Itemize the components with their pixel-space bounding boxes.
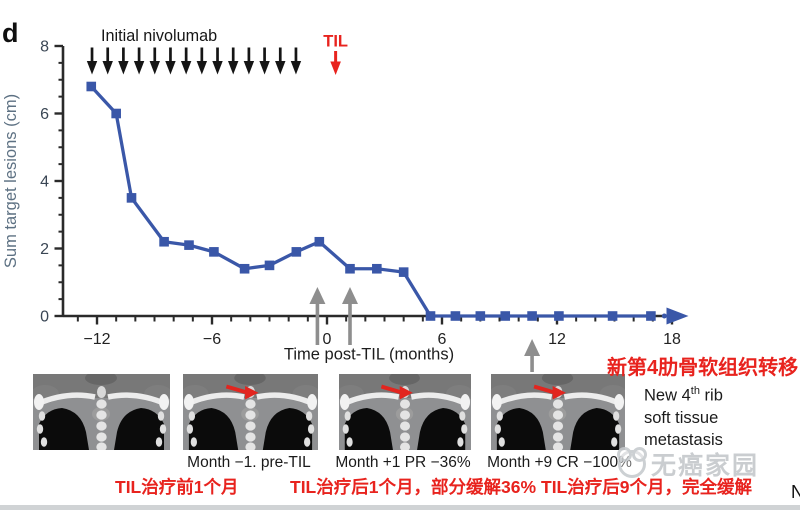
data-point-marker <box>264 260 275 271</box>
data-point-marker <box>554 311 564 321</box>
ct-image-month-minus1 <box>183 374 318 450</box>
ct-image-month-plus9 <box>491 374 625 450</box>
x-axis-title: Time post-TIL (months) <box>284 346 454 364</box>
data-point-marker <box>500 311 511 321</box>
data-point-marker <box>372 263 382 274</box>
new-metastasis-note-cn: 新第4肋骨软组织转移 <box>607 357 799 379</box>
note-line-1: New 4th rib <box>644 380 723 407</box>
sum-target-lesions-chart: 0 2 4 6 8 −12 −6 0 6 12 18 Sum target lesions (cm) T… <box>2 27 689 372</box>
data-point-marker <box>86 81 97 92</box>
y-axis-title: Sum target lesions (cm) <box>2 94 20 268</box>
data-point-marker <box>209 247 219 257</box>
data-point-marker <box>475 311 486 321</box>
watermark-panda-icon <box>617 447 647 478</box>
data-point-marker <box>126 193 137 203</box>
caption-cn-post-til-9mo: TIL治疗后9个月，完全缓解 <box>541 477 752 497</box>
svg-text:18: 18 <box>663 331 681 348</box>
data-point-marker <box>111 108 121 119</box>
ct-scan-graphic <box>491 374 625 450</box>
timeline-end-arrow <box>666 307 689 325</box>
til-label: TIL <box>323 33 348 51</box>
watermark-text: 无癌家园 <box>651 452 760 480</box>
continuation-dot <box>661 313 667 319</box>
nivolumab-dose-arrows: Initial nivolumab <box>86 27 302 75</box>
data-point-marker <box>450 311 461 321</box>
note-line-2: soft tissue <box>644 408 719 427</box>
svg-text:0: 0 <box>323 331 332 348</box>
til-infusion-arrow: TIL <box>323 33 348 75</box>
data-point-marker <box>646 311 656 321</box>
svg-text:6: 6 <box>438 331 447 348</box>
caption-cn-post-til-1mo: TIL治疗后1个月，部分缓解36% <box>290 477 536 497</box>
note-line-3: metastasis <box>644 430 723 449</box>
svg-text:12: 12 <box>548 331 566 348</box>
data-point-marker <box>527 311 537 321</box>
ct-label-pre-til: Month −1. pre-TIL <box>187 454 311 471</box>
axes: 0 2 4 6 8 −12 −6 0 6 12 18 Sum target lesions (cm) T… <box>2 39 684 364</box>
data-point-marker <box>607 311 618 321</box>
data-point-marker <box>291 247 302 257</box>
series-line <box>90 85 651 318</box>
ct-image-month-plus1 <box>339 374 471 450</box>
svg-text:6: 6 <box>40 106 49 123</box>
timepoint-arrows <box>309 287 541 372</box>
ct-label-pr-36: Month +1 PR −36% <box>335 454 471 471</box>
lesion-pointer-arrow <box>225 384 259 400</box>
bottom-divider <box>0 505 800 510</box>
new-metastasis-note-en: New 4th rib soft tissue metastasis <box>644 380 723 451</box>
panel-letter: d <box>2 18 19 48</box>
svg-text:0: 0 <box>40 309 49 326</box>
ct-scan-graphic <box>183 374 318 450</box>
ct-scan-graphic <box>339 374 471 450</box>
note-line1-sup: th <box>690 385 700 397</box>
note-line1-suffix: rib <box>699 386 723 405</box>
data-point-marker <box>398 267 409 277</box>
ct-label-cr-100: Month +9 CR −100% <box>487 454 632 471</box>
ct-image-pre-nivolumab <box>33 374 170 450</box>
ct-scan-graphic <box>33 374 170 450</box>
data-point-marker <box>159 236 169 247</box>
svg-text:8: 8 <box>40 39 49 56</box>
note-line1-prefix: New 4 <box>644 386 691 405</box>
caption-cn-pre-til: TIL治疗前1个月 <box>115 477 239 497</box>
clipped-letter-fragment: N <box>791 482 800 502</box>
svg-text:4: 4 <box>40 174 49 191</box>
data-point-marker <box>314 236 325 247</box>
svg-text:2: 2 <box>40 241 49 258</box>
data-point-marker <box>425 311 436 321</box>
data-point-marker <box>239 263 250 274</box>
data-point-marker <box>345 263 355 274</box>
lesion-series <box>86 81 689 325</box>
lesion-pointer-arrow <box>533 384 566 400</box>
nivolumab-label: Initial nivolumab <box>101 27 217 45</box>
svg-text:−6: −6 <box>203 331 221 348</box>
svg-text:−12: −12 <box>83 331 110 348</box>
lesion-pointer-arrow <box>380 384 413 400</box>
site-watermark: 无癌家园 <box>617 446 760 482</box>
data-point-marker <box>184 240 194 250</box>
